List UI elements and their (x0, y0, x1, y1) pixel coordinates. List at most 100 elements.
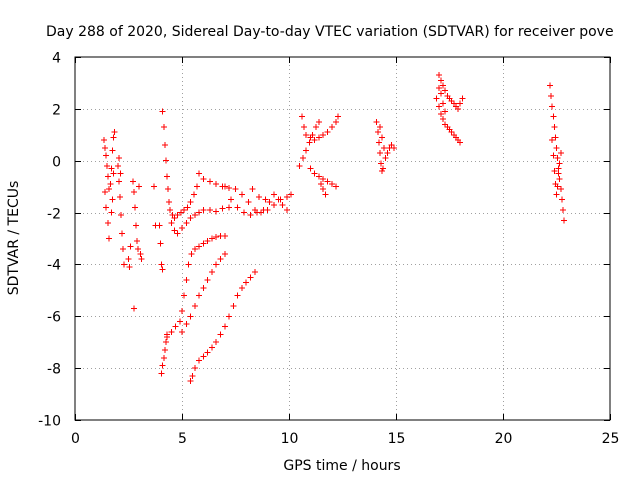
data-point (103, 152, 110, 159)
y-tick-label: -10 (38, 414, 61, 430)
data-point (183, 321, 190, 328)
data-point (157, 240, 164, 247)
data-point (177, 209, 184, 216)
data-point (179, 328, 185, 335)
data-point (309, 131, 316, 138)
grid-layer (75, 57, 610, 420)
data-point (208, 344, 215, 351)
data-point (136, 183, 143, 190)
data-point (379, 168, 386, 175)
data-point (221, 323, 228, 330)
data-point (191, 212, 198, 219)
data-point (188, 251, 195, 258)
data-point (187, 378, 194, 385)
data-point (117, 170, 124, 177)
data-point (315, 173, 322, 180)
data-point (171, 227, 178, 234)
data-point (168, 328, 175, 335)
x-tick-label: 15 (388, 431, 406, 447)
data-point (435, 103, 442, 110)
data-point (110, 170, 117, 177)
y-tick-label: 0 (52, 155, 61, 171)
data-point (457, 100, 464, 107)
data-point (271, 201, 278, 208)
data-point (206, 178, 213, 185)
data-point (191, 302, 198, 309)
data-point (109, 196, 116, 203)
x-tick-label: 0 (71, 431, 80, 447)
data-point (159, 108, 166, 115)
data-point (552, 134, 559, 141)
data-point (181, 292, 188, 299)
data-point (324, 129, 331, 136)
data-point (176, 318, 183, 325)
data-point (320, 131, 327, 138)
data-point (550, 113, 557, 120)
data-point (559, 206, 566, 213)
data-point (217, 256, 224, 263)
y-tick-label: 4 (52, 51, 61, 67)
data-point (437, 77, 444, 84)
data-point (204, 238, 211, 245)
data-point (221, 251, 228, 258)
data-point (555, 170, 562, 177)
data-point (200, 284, 207, 291)
data-point (219, 205, 226, 212)
data-point (206, 206, 213, 213)
y-tick-label: -8 (47, 362, 61, 378)
data-point (312, 124, 319, 131)
data-point (551, 124, 558, 131)
data-point (106, 186, 113, 193)
data-point (303, 131, 310, 138)
data-point (160, 354, 167, 361)
data-point (171, 214, 178, 221)
data-point (162, 157, 169, 164)
data-point (549, 136, 556, 143)
y-axis-label: SDTVAR / TECUs (6, 181, 22, 296)
data-point (378, 160, 385, 167)
data-point (172, 323, 179, 330)
x-axis-label: GPS time / hours (283, 458, 400, 474)
data-point (380, 165, 387, 172)
data-point (384, 149, 391, 156)
data-point (247, 212, 254, 219)
data-point (322, 191, 329, 198)
data-point (125, 256, 132, 263)
data-point (132, 222, 139, 229)
data-point (232, 186, 239, 193)
x-tick-label: 20 (495, 431, 513, 447)
data-point (243, 279, 250, 286)
data-point (226, 204, 233, 211)
data-point (183, 219, 190, 226)
data-point (556, 160, 563, 167)
data-point (376, 149, 383, 156)
data-point (554, 155, 561, 162)
data-point (161, 142, 168, 149)
data-point (166, 199, 173, 206)
data-point (167, 206, 174, 213)
data-point (553, 191, 560, 198)
data-point (245, 199, 252, 206)
data-point (185, 261, 192, 268)
data-point (549, 103, 556, 110)
data-point (247, 274, 254, 281)
data-point (159, 266, 166, 273)
data-point (208, 269, 215, 276)
data-point (105, 173, 112, 180)
y-tick-label: -2 (47, 207, 61, 223)
data-point (187, 199, 194, 206)
data-point (442, 108, 449, 115)
data-point (296, 162, 303, 169)
data-point (440, 82, 447, 89)
data-point (390, 144, 397, 151)
data-point (238, 284, 245, 291)
data-point (333, 118, 340, 125)
data-point (234, 292, 241, 299)
data-point (307, 165, 314, 172)
data-point (130, 305, 137, 312)
data-point (382, 155, 389, 162)
data-point (107, 181, 114, 188)
data-point (275, 196, 282, 203)
data-point (251, 269, 258, 276)
data-point (315, 118, 322, 125)
